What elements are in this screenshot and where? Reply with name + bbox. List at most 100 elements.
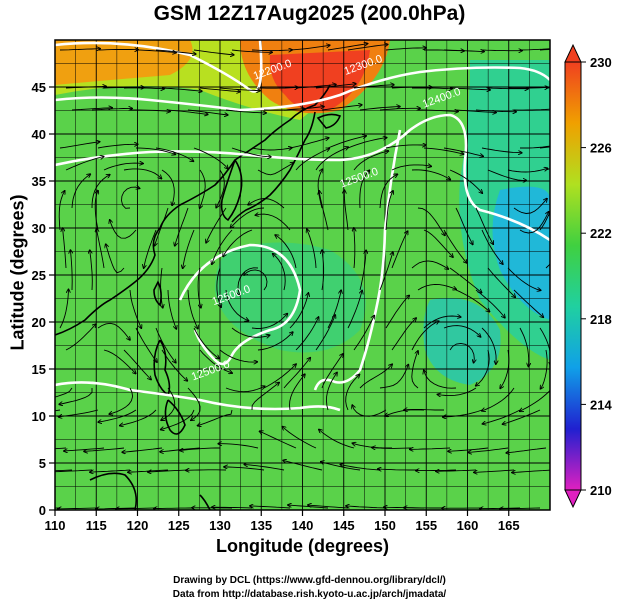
- streamline: [513, 108, 550, 111]
- streamline: [103, 163, 143, 171]
- streamline: [154, 207, 169, 246]
- y-tick-label: 25: [32, 268, 46, 283]
- streamline: [65, 86, 106, 88]
- streamline: [379, 108, 420, 110]
- streamline: [123, 88, 165, 89]
- streamline: [442, 409, 483, 417]
- streamline: [308, 505, 349, 509]
- lat-lon-grid: [55, 40, 550, 510]
- streamline: [385, 191, 393, 231]
- streamline: [391, 165, 432, 171]
- streamline: [513, 198, 547, 214]
- streamline: [55, 387, 73, 398]
- streamline: [219, 349, 258, 362]
- streamline: [507, 168, 548, 173]
- colorbar-label: 222: [590, 226, 612, 241]
- streamline: [96, 228, 105, 269]
- streamline: [391, 231, 408, 269]
- streamline: [55, 447, 67, 450]
- streamline: [257, 332, 293, 351]
- streamline: [206, 207, 227, 243]
- streamline: [251, 148, 292, 150]
- streamline: [346, 506, 387, 509]
- streamline: [379, 174, 398, 209]
- streamline: [71, 108, 112, 111]
- streamline: [97, 322, 130, 340]
- x-tick-label: 125: [168, 518, 190, 533]
- streamline: [282, 426, 317, 449]
- streamline: [230, 207, 265, 228]
- streamline: [251, 382, 279, 411]
- streamline: [417, 207, 445, 236]
- colorbar: 210 214 218 222 226 230: [564, 43, 612, 509]
- streamline: [307, 229, 317, 269]
- cool-cyclone-east: [423, 298, 501, 385]
- y-tick-label: 20: [32, 315, 46, 330]
- streamline: [98, 409, 137, 422]
- streamline: [353, 315, 375, 351]
- streamline: [443, 229, 467, 263]
- streamline: [506, 447, 547, 453]
- colorbar-bottom-arrow: [564, 489, 582, 509]
- streamline: [481, 50, 522, 51]
- streamline: [144, 229, 157, 268]
- streamline: [474, 469, 515, 472]
- contour-12500-north: [313, 129, 402, 391]
- streamline: [344, 190, 349, 231]
- x-tick-label: 160: [457, 518, 479, 533]
- streamline: [161, 267, 163, 308]
- streamline: [135, 147, 176, 155]
- streamline: [90, 250, 93, 291]
- streamline: [244, 269, 268, 291]
- streamline: [519, 327, 529, 367]
- streamline: [225, 289, 249, 321]
- streamline: [295, 148, 330, 171]
- streamline: [135, 327, 157, 362]
- streamline: [321, 105, 362, 111]
- streamline: [123, 168, 162, 179]
- streamline: [193, 147, 228, 169]
- y-tick-label: 5: [39, 456, 46, 471]
- streamline: [91, 174, 110, 209]
- streamline: [91, 108, 132, 110]
- streamline: [379, 364, 409, 389]
- colorbar-scale: [564, 61, 582, 491]
- streamline: [283, 460, 323, 471]
- streamline: [218, 444, 259, 449]
- streamline: [315, 315, 335, 351]
- streamline: [122, 447, 163, 452]
- streamline: [449, 267, 482, 293]
- cold-core-east: [492, 186, 550, 320]
- streamline: [161, 349, 188, 381]
- x-tick-label: 120: [127, 518, 149, 533]
- streamline: [223, 229, 253, 257]
- colorbar-label: 230: [590, 55, 612, 70]
- streamline: [500, 508, 541, 509]
- streamline: [65, 324, 96, 351]
- streamline: [481, 229, 503, 264]
- streamline: [411, 351, 418, 389]
- streamline: [353, 85, 394, 89]
- coastline-korea: [220, 159, 243, 222]
- streamline: [519, 389, 550, 412]
- streamline: [231, 327, 270, 337]
- streamline: [391, 87, 433, 88]
- x-tick-label: 110: [45, 518, 66, 533]
- streamline: [121, 187, 140, 209]
- streamline: [539, 48, 550, 51]
- streamline: [130, 110, 170, 112]
- streamline: [449, 342, 474, 363]
- streamline: [248, 198, 285, 209]
- streamline: [507, 87, 549, 88]
- streamline: [295, 84, 336, 89]
- streamline: [315, 147, 349, 171]
- streamline: [359, 107, 400, 111]
- streamline: [354, 228, 355, 269]
- streamline: [175, 207, 189, 246]
- streamline: [161, 169, 174, 206]
- streamline: [225, 386, 265, 393]
- streamline: [417, 283, 457, 290]
- streamline: [326, 372, 338, 411]
- y-tick-label: 35: [32, 174, 46, 189]
- streamline: [95, 190, 98, 231]
